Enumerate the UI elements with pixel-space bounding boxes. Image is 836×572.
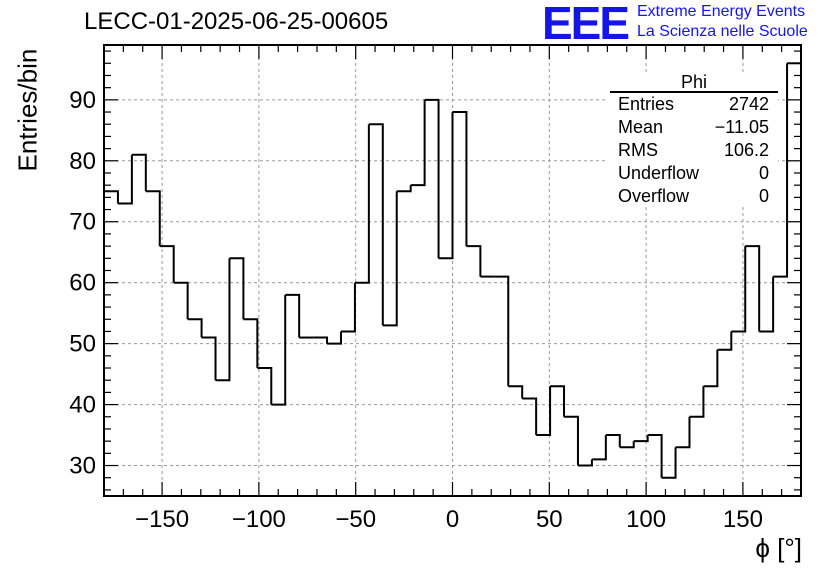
histogram-bin [508,385,524,399]
histogram-bin [633,435,649,443]
x-axis-label: ϕ [°] [755,533,802,563]
histogram-bin [327,331,342,345]
histogram-bin [550,385,566,417]
histogram-bin [591,435,607,461]
x-tick-label: 150 [723,506,763,533]
histogram-bin [619,441,635,449]
histogram-bin [229,257,245,320]
histogram-bin [717,331,733,351]
y-tick-label: 30 [69,453,96,480]
x-tick-label: 0 [446,506,459,533]
histogram-bin [131,153,147,192]
histogram-bin [466,245,482,277]
stats-title: Phi [681,72,707,92]
histogram-bin [201,336,217,381]
stats-label: Entries [618,94,674,114]
histogram-bin [173,281,189,320]
histogram-bin [577,459,593,467]
histogram-bin [647,434,663,478]
histogram-bin [759,276,775,333]
histogram-bin [117,154,133,205]
histogram-bin [257,367,273,405]
histogram-bins [104,62,801,479]
histogram-bin [368,123,384,326]
histogram-bin [564,415,579,466]
org-name-line2: La Scienza nelle Scuole [637,23,808,40]
stats-box: Phi Entries 2742 Mean −11.05 RMS 106.2 Underflo… [608,72,778,206]
stats-value: −11.05 [715,117,769,137]
histogram-bin [689,386,705,418]
histogram-bin [313,336,329,344]
y-tick-label: 90 [69,87,96,114]
y-tick-label: 70 [69,209,96,236]
chart-title: LECC-01-2025-06-25-00605 [84,8,389,35]
histogram-bin [145,190,161,247]
eee-logo: EEE [542,0,630,49]
histogram-bin [159,245,175,283]
histogram-bin [187,318,203,338]
stats-label: Overflow [618,186,690,206]
histogram-bin [438,112,454,260]
y-tick-label: 40 [69,392,96,419]
histogram-bin [731,246,747,333]
axis-ticks: −150 −100 −50 0 50 100 150 30 40 50 60 70 80 90 [69,45,802,533]
histogram-bin [536,386,552,437]
histogram-bin [773,63,789,278]
histogram-bin [522,397,538,436]
histogram-bin [340,282,356,333]
stats-value: 0 [759,186,769,206]
histogram-bin [354,124,370,284]
x-tick-label: 50 [536,506,563,533]
histogram-bin [494,275,510,387]
x-tick-label: −150 [135,506,189,533]
stats-value: 2742 [729,94,769,114]
histogram-bin [424,98,440,259]
histogram-bin [271,294,287,406]
histogram-bin [104,190,119,204]
stats-label: Underflow [618,163,700,183]
histogram-bin [382,191,398,327]
stats-label: RMS [618,140,658,160]
histogram-bin [410,99,426,187]
stats-value: 106.2 [724,140,769,160]
histogram-bin [605,434,621,448]
histogram-bin [703,349,719,388]
histogram-bin [396,185,412,193]
x-tick-label: 100 [626,506,666,533]
histogram-bin [452,111,468,247]
stats-label: Mean [618,117,663,137]
x-tick-label: −50 [335,506,376,533]
stats-background [608,72,778,206]
histogram-bin [661,447,677,479]
histogram-bin [243,318,259,369]
histogram-bin [745,245,761,332]
stats-value: 0 [759,163,769,183]
histogram-bin [215,258,231,382]
org-name-line1: Extreme Energy Events [637,3,806,20]
y-tick-label: 60 [69,270,96,297]
x-tick-label: −100 [232,506,286,533]
y-tick-label: 80 [69,148,96,175]
histogram-bin [285,293,301,338]
y-tick-label: 50 [69,331,96,358]
histogram-bin [675,416,691,449]
